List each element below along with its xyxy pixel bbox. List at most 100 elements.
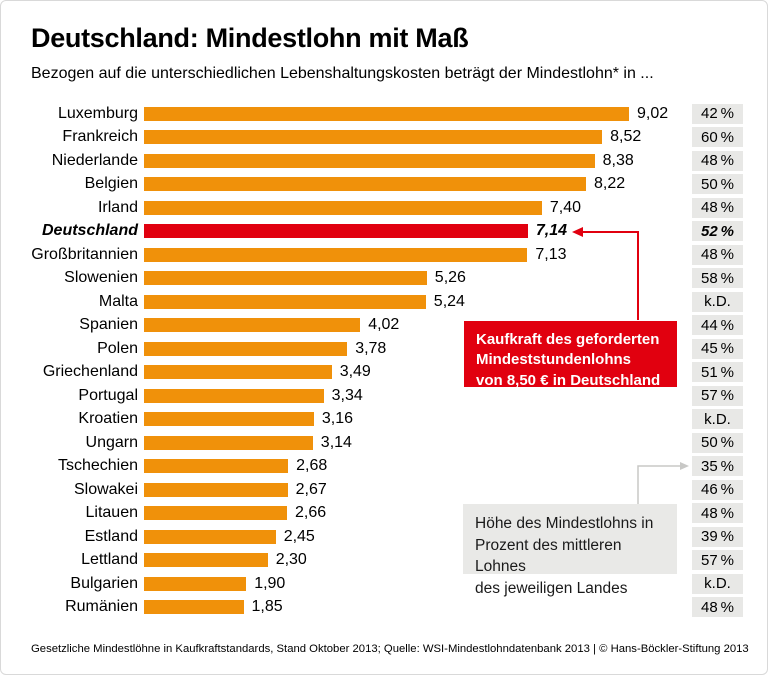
percent-badge: 45 % — [692, 338, 743, 359]
percent-badge: 58 % — [692, 268, 743, 289]
bar — [144, 506, 287, 521]
bar — [144, 177, 586, 192]
percent-badge: 48 % — [692, 503, 743, 524]
percent-badge: 39 % — [692, 526, 743, 547]
chart-row: Polen 3,78 45 % — [1, 337, 767, 361]
country-label: Spanien — [79, 316, 138, 334]
chart-row: Luxemburg 9,02 42 % — [1, 102, 767, 126]
percent-badge: 50 % — [692, 174, 743, 195]
value-label: 7,13 — [535, 245, 567, 263]
gray-callout: Höhe des Mindestlohns in Prozent des mit… — [463, 504, 677, 597]
bar — [144, 529, 276, 544]
bar — [144, 224, 528, 239]
value-label: 3,14 — [320, 433, 352, 451]
country-label: Estland — [84, 527, 138, 545]
chart-row: Niederlande 8,38 48 % — [1, 149, 767, 173]
chart-row: Malta 5,24 k.D. — [1, 290, 767, 314]
bar — [144, 271, 427, 286]
percent-badge: 51 % — [692, 362, 743, 383]
bar — [144, 106, 629, 121]
value-label: 9,02 — [637, 104, 669, 122]
country-label: Bulgarien — [70, 574, 138, 592]
percent-badge: 57 % — [692, 550, 743, 571]
country-label: Tschechien — [57, 457, 138, 475]
chart-row: Frankreich 8,52 60 % — [1, 126, 767, 150]
percent-badge: 46 % — [692, 479, 743, 500]
percent-badge: 48 % — [692, 244, 743, 265]
value-label: 2,45 — [283, 527, 315, 545]
country-label: Slowakei — [73, 480, 138, 498]
red-callout: Kaufkraft des geforderten Mindeststunden… — [464, 321, 677, 389]
country-label: Frankreich — [62, 128, 138, 146]
bar — [144, 553, 268, 568]
chart-row: Portugal 3,34 57 % — [1, 384, 767, 408]
subtitle: Bezogen auf die unterschiedlichen Lebens… — [31, 65, 654, 82]
value-label: 7,14 — [535, 222, 568, 240]
page-title: Deutschland: Mindestlohn mit Maß — [31, 23, 469, 53]
bar — [144, 341, 348, 356]
percent-badge: k.D. — [692, 573, 743, 594]
bar-rows: Luxemburg 9,02 42 % Frankreich 8,52 60 %… — [1, 102, 767, 619]
value-label: 2,66 — [295, 504, 327, 522]
value-label: 4,02 — [368, 316, 400, 334]
country-label: Ungarn — [85, 433, 138, 451]
bar — [144, 435, 313, 450]
chart-row: Ungarn 3,14 50 % — [1, 431, 767, 455]
chart-row: Tschechien 2,68 35 % — [1, 455, 767, 479]
value-label: 3,78 — [355, 339, 387, 357]
chart-row: Estland 2,45 39 % — [1, 525, 767, 549]
country-label: Lettland — [81, 551, 138, 569]
country-label: Slowenien — [64, 269, 138, 287]
value-label: 2,30 — [275, 551, 307, 569]
value-label: 5,26 — [434, 269, 466, 287]
value-label: 8,38 — [602, 151, 634, 169]
chart-row: Deutschland 7,14 52 % — [1, 220, 767, 244]
value-label: 3,34 — [331, 386, 363, 404]
chart-row: Griechenland 3,49 51 % — [1, 361, 767, 385]
percent-badge: k.D. — [692, 291, 743, 312]
bar — [144, 482, 288, 497]
bar — [144, 388, 324, 403]
bar — [144, 365, 332, 380]
chart-row: Rumänien 1,85 48 % — [1, 596, 767, 620]
chart-row: Slowenien 5,26 58 % — [1, 267, 767, 291]
percent-badge: 60 % — [692, 127, 743, 148]
bar — [144, 600, 244, 615]
percent-badge: 44 % — [692, 315, 743, 336]
value-label: 1,90 — [254, 574, 286, 592]
value-label: 3,16 — [321, 410, 354, 428]
percent-badge: 48 % — [692, 150, 743, 171]
value-label: 8,22 — [594, 175, 626, 193]
percent-badge: 52 % — [692, 221, 743, 242]
percent-badge: 42 % — [692, 103, 743, 124]
chart-row: Lettland 2,30 57 % — [1, 549, 767, 573]
country-label: Rumänien — [65, 598, 138, 616]
country-label: Belgien — [84, 175, 138, 193]
country-label: Irland — [97, 198, 138, 216]
country-label: Niederlande — [51, 151, 138, 169]
source-note: Gesetzliche Mindestlöhne in Kaufkraftsta… — [31, 643, 749, 655]
bar — [144, 318, 361, 333]
chart-row: Bulgarien 1,90 k.D. — [1, 572, 767, 596]
percent-badge: 48 % — [692, 597, 743, 618]
percent-badge: 48 % — [692, 197, 743, 218]
percent-badge: 50 % — [692, 432, 743, 453]
bar — [144, 247, 528, 262]
bar — [144, 459, 289, 474]
bar — [144, 412, 314, 427]
chart-row: Slowakei 2,67 46 % — [1, 478, 767, 502]
country-label: Malta — [98, 292, 138, 310]
bar — [144, 294, 426, 309]
country-label: Kroatien — [78, 410, 138, 428]
value-label: 7,40 — [549, 198, 582, 216]
country-label: Deutschland — [41, 222, 138, 240]
bar — [144, 153, 595, 168]
chart-row: Irland 7,40 48 % — [1, 196, 767, 220]
chart-row: Litauen 2,66 48 % — [1, 502, 767, 526]
country-label: Litauen — [85, 504, 139, 522]
chart-row: Großbritannien 7,13 48 % — [1, 243, 767, 267]
value-label: 2,68 — [296, 457, 328, 475]
chart-row: Kroatien 3,16 k.D. — [1, 408, 767, 432]
value-label: 1,85 — [251, 598, 283, 616]
